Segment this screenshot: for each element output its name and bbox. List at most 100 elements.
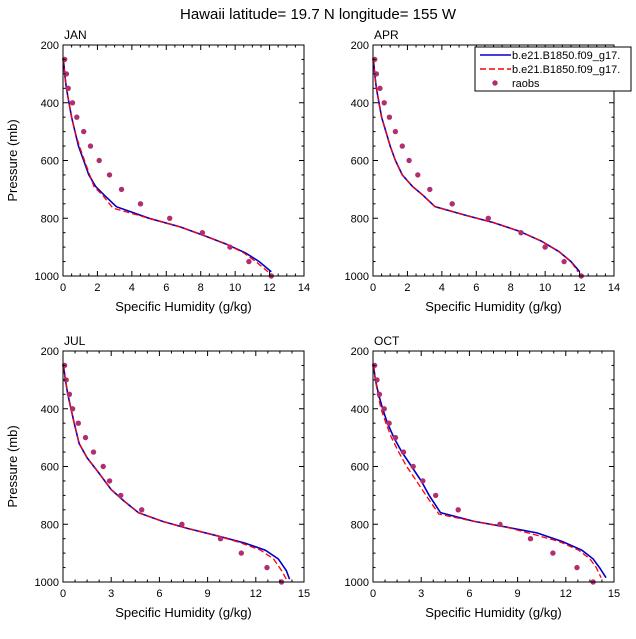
raobs-marker — [374, 377, 380, 383]
series-solid-line — [63, 59, 272, 273]
x-tick-label: 4 — [129, 282, 135, 294]
x-tick-label: 9 — [515, 588, 521, 600]
x-tick-label: 2 — [94, 282, 100, 294]
panel-jul: 0 3 6 9 12 15 200 400 600 800 1000 JUL Specific Humi… — [5, 334, 310, 620]
raobs-marker — [199, 230, 206, 236]
series-solid-line — [373, 365, 607, 579]
raobs-marker — [574, 564, 580, 571]
raobs-marker — [427, 186, 433, 193]
y-tick-label: 200 — [351, 40, 369, 52]
raobs-marker — [75, 420, 82, 426]
panel-label: JUL — [64, 334, 86, 348]
x-axis-label: Specific Humidity (g/kg) — [425, 299, 562, 314]
y-tick-label: 800 — [41, 213, 59, 225]
raobs-marker — [561, 258, 567, 265]
x-tick-label: 2 — [404, 282, 410, 294]
raobs-marker — [542, 244, 548, 250]
raobs-marker — [118, 492, 124, 499]
x-tick-label: 8 — [508, 282, 514, 294]
y-tick-label: 1000 — [345, 271, 369, 283]
x-tick-label: 0 — [370, 588, 376, 600]
panel-label: JAN — [64, 28, 87, 42]
raobs-marker — [63, 71, 70, 77]
raobs-marker — [69, 100, 76, 106]
raobs-marker — [238, 550, 244, 556]
x-axis-label: Specific Humidity (g/kg) — [115, 605, 252, 620]
y-tick-label: 200 — [351, 346, 369, 358]
legend-label: raobs — [512, 78, 540, 90]
raobs-marker — [66, 391, 73, 397]
x-tick-label: 0 — [370, 282, 376, 294]
y-tick-label: 400 — [351, 404, 369, 416]
raobs-marker — [246, 258, 252, 265]
series-dashed-line — [63, 59, 269, 273]
raobs-marker — [69, 406, 76, 412]
raobs-marker — [118, 186, 125, 193]
series-dashed-line — [63, 365, 287, 580]
x-tick-label: 14 — [608, 282, 620, 294]
x-tick-label: 14 — [298, 282, 310, 294]
y-tick-label: 600 — [41, 156, 59, 168]
y-tick-label: 400 — [351, 98, 369, 110]
raobs-marker — [217, 536, 224, 542]
x-tick-label: 8 — [198, 282, 204, 294]
raobs-marker — [106, 478, 113, 484]
raobs-marker — [406, 157, 412, 164]
y-tick-label: 1000 — [35, 271, 59, 283]
raobs-marker — [449, 201, 455, 207]
x-tick-label: 12 — [263, 282, 275, 294]
x-tick-label: 12 — [573, 282, 585, 294]
panel-oct: 0 3 6 9 12 15 200 400 600 800 1000 OCT Specific Humi… — [345, 334, 621, 620]
panel-label: OCT — [374, 334, 400, 348]
y-tick-label: 200 — [41, 346, 59, 358]
plot-frame — [62, 350, 305, 583]
raobs-marker — [415, 172, 421, 178]
raobs-marker — [433, 492, 439, 499]
x-tick-label: 9 — [205, 588, 211, 600]
y-tick-label: 800 — [351, 519, 369, 531]
raobs-marker — [381, 406, 387, 412]
raobs-marker — [90, 449, 97, 455]
raobs-marker — [139, 507, 145, 513]
y-tick-label: 400 — [41, 98, 59, 110]
x-tick-label: 6 — [156, 588, 162, 600]
raobs-marker — [63, 377, 69, 383]
legend: b.e21.B1850.f09_g17. b.e21.B1850.f09_g17.… — [474, 46, 632, 92]
raobs-marker — [82, 434, 89, 441]
x-tick-label: 12 — [250, 588, 262, 600]
raobs-marker — [386, 114, 393, 120]
raobs-marker — [74, 114, 80, 120]
x-tick-label: 0 — [60, 588, 66, 600]
y-tick-label: 600 — [351, 462, 369, 474]
raobs-marker — [106, 172, 113, 178]
series-dashed-line — [373, 59, 579, 273]
raobs-marker — [381, 100, 387, 106]
x-tick-label: 0 — [60, 282, 66, 294]
panel-jan: 0 2 4 6 8 10 12 14 200 400 600 800 1000 JAN Specific H… — [5, 28, 310, 314]
raobs-marker — [264, 564, 270, 571]
raobs-marker — [373, 71, 380, 77]
raobs-marker — [550, 550, 556, 556]
raobs-marker — [179, 521, 185, 527]
y-tick-label: 200 — [41, 40, 59, 52]
series-dashed-line — [373, 365, 602, 578]
raobs-marker — [100, 463, 106, 470]
y-axis-label: Pressure (mb) — [5, 425, 20, 507]
x-tick-label: 3 — [108, 588, 114, 600]
x-axis-label: Specific Humidity (g/kg) — [425, 605, 562, 620]
x-tick-label: 6 — [163, 282, 169, 294]
x-tick-label: 6 — [473, 282, 479, 294]
raobs-marker — [137, 201, 144, 207]
y-axis-label: Pressure (mb) — [5, 119, 20, 201]
legend-marker — [492, 80, 498, 86]
raobs-marker — [392, 434, 399, 441]
raobs-marker — [399, 143, 405, 149]
legend-label: b.e21.B1850.f09_g17. — [512, 64, 620, 76]
x-tick-label: 10 — [539, 282, 551, 294]
panel-label: APR — [374, 28, 399, 42]
series-solid-line — [63, 365, 291, 580]
legend-label: b.e21.B1850.f09_g17. — [512, 50, 620, 62]
x-axis-label: Specific Humidity (g/kg) — [115, 299, 252, 314]
raobs-marker — [96, 157, 102, 164]
